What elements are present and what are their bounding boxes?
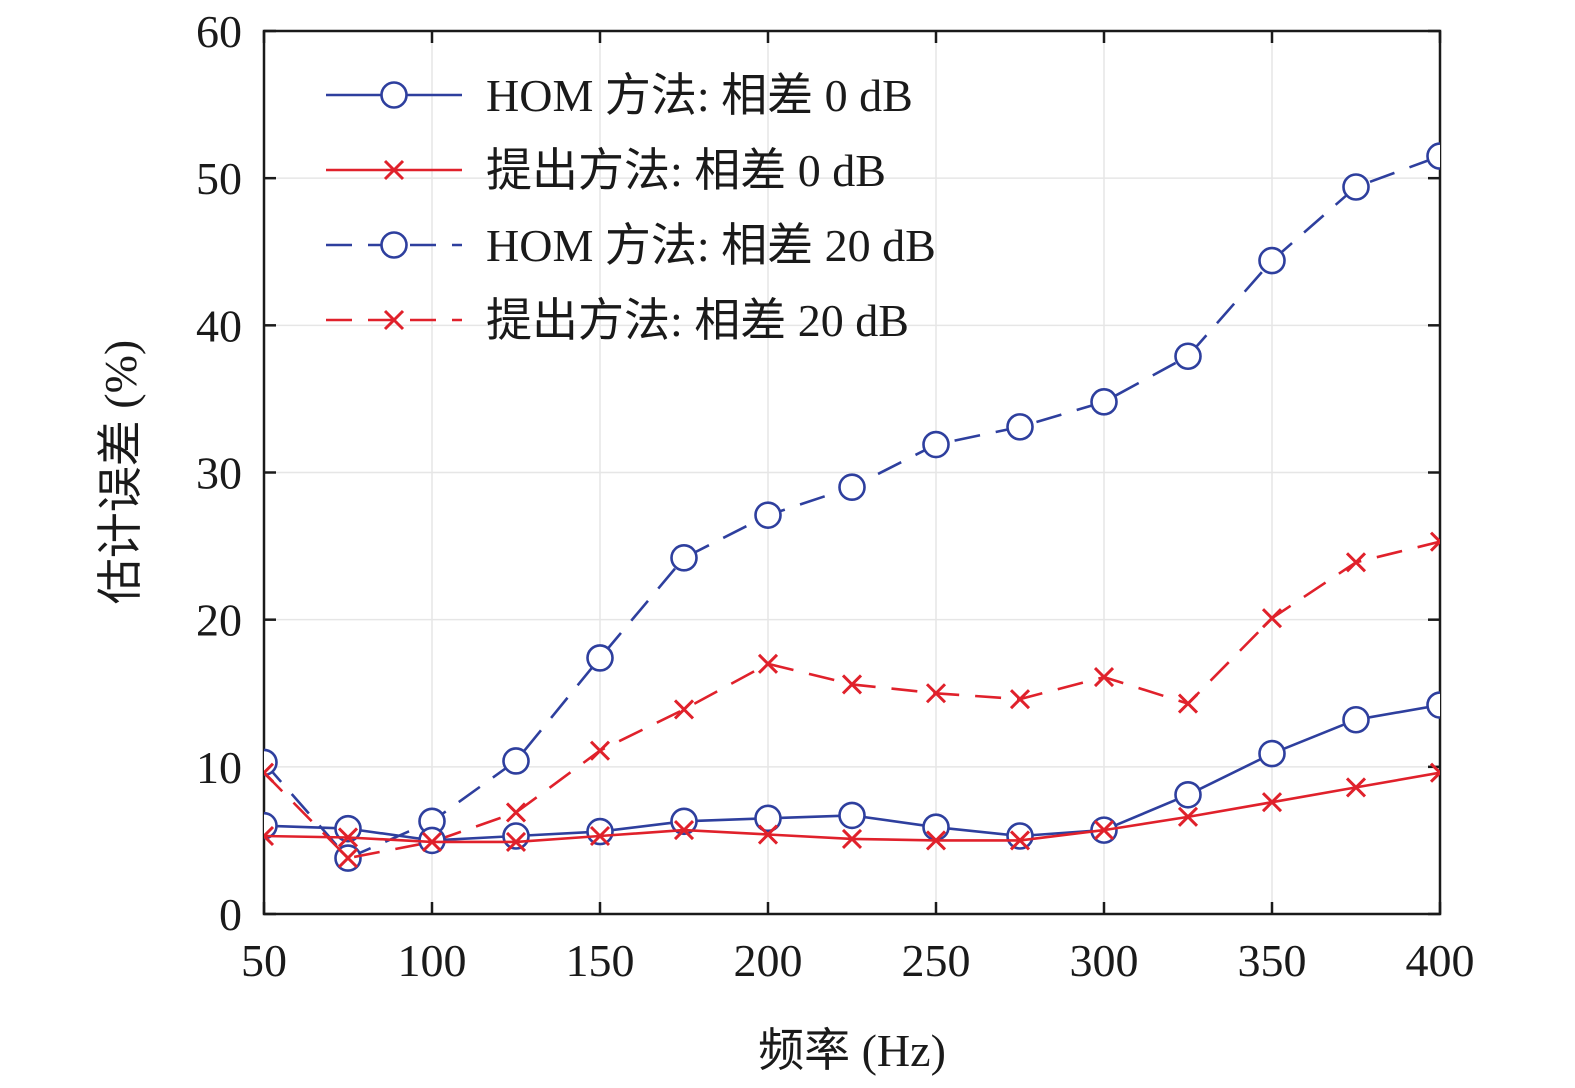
data-point — [264, 825, 275, 847]
x-axis-label: 频率 (Hz) — [758, 1025, 946, 1076]
legend-label: 提出方法: 相差 20 dB — [486, 295, 909, 346]
data-point — [1345, 777, 1367, 798]
data-point — [1342, 173, 1370, 201]
data-point — [673, 820, 695, 841]
legend-label: HOM 方法: 相差 20 dB — [486, 220, 936, 271]
legend-label: HOM 方法: 相差 0 dB — [486, 70, 913, 121]
data-point — [1174, 342, 1202, 371]
data-point — [1429, 531, 1440, 552]
data-point — [754, 804, 782, 833]
data-point — [505, 831, 527, 852]
series-group — [264, 142, 1440, 872]
data-point — [1342, 705, 1370, 734]
x-tick-label: 50 — [241, 935, 287, 986]
series-layer — [264, 142, 1440, 872]
y-tick-label: 40 — [196, 300, 242, 351]
data-point — [670, 807, 698, 836]
legend-marker — [380, 81, 408, 109]
data-point — [334, 814, 362, 843]
data-point — [1093, 820, 1115, 841]
data-point — [757, 824, 779, 845]
data-point — [1261, 792, 1283, 813]
data-point — [586, 644, 614, 672]
series-group — [264, 531, 1440, 869]
data-point — [1261, 608, 1283, 629]
data-point — [1009, 830, 1031, 851]
y-tick-label: 60 — [196, 6, 242, 57]
legend-label: 提出方法: 相差 0 dB — [486, 145, 886, 196]
data-point — [838, 801, 866, 830]
y-tick-label: 10 — [196, 742, 242, 793]
data-point — [1345, 552, 1367, 573]
data-point — [925, 830, 947, 851]
x-tick-label: 400 — [1406, 935, 1475, 986]
data-point — [502, 822, 530, 850]
data-point — [757, 653, 779, 674]
axis-ticks: 50 100 150 200 250 300 350 400 0 10 20 30 40 50 60 — [196, 6, 1475, 986]
data-point — [925, 683, 947, 704]
data-point — [1426, 142, 1440, 170]
data-point — [1174, 780, 1202, 809]
x-tick-label: 300 — [1070, 935, 1139, 986]
data-point — [754, 501, 782, 529]
legend-marker — [383, 309, 405, 331]
data-point — [264, 762, 275, 783]
data-point — [586, 817, 614, 846]
data-point — [1093, 667, 1115, 688]
data-point — [841, 828, 863, 850]
x-tick-label: 200 — [734, 935, 803, 986]
data-point — [337, 848, 359, 869]
data-point — [589, 740, 611, 761]
y-tick-label: 50 — [196, 153, 242, 204]
x-tick-label: 250 — [902, 935, 971, 986]
data-point — [841, 674, 863, 695]
data-point — [670, 544, 698, 572]
data-point — [1177, 806, 1199, 827]
series-group — [264, 762, 1440, 852]
data-point — [1258, 246, 1286, 275]
data-point — [1426, 691, 1440, 719]
y-tick-label: 30 — [196, 448, 242, 499]
legend-marker — [380, 231, 408, 259]
y-axis-label: 估计误差 (%) — [95, 340, 146, 604]
series-group — [264, 691, 1440, 855]
data-point — [1090, 388, 1118, 416]
legend: HOM 方法: 相差 0 dB 提出方法: 相差 0 dB HOM 方法: 相差 2… — [326, 70, 936, 346]
legend-marker — [383, 159, 405, 181]
data-point — [1429, 762, 1440, 783]
data-point — [922, 813, 950, 841]
data-point — [1006, 413, 1034, 441]
y-tick-label: 0 — [219, 889, 242, 940]
grid-lines — [264, 31, 1440, 914]
data-point — [337, 827, 359, 848]
x-tick-label: 150 — [566, 935, 635, 986]
data-point — [589, 825, 611, 847]
data-point — [838, 473, 866, 502]
data-point — [1006, 822, 1034, 850]
data-point — [1009, 689, 1031, 710]
data-point — [505, 802, 527, 823]
y-tick-label: 20 — [196, 595, 242, 646]
data-point — [502, 747, 530, 775]
data-point — [1258, 739, 1286, 768]
x-tick-label: 100 — [398, 935, 467, 986]
data-point — [421, 831, 443, 852]
data-point — [1177, 693, 1199, 714]
x-tick-label: 350 — [1238, 935, 1307, 986]
data-point — [673, 699, 695, 720]
data-point — [922, 430, 950, 459]
